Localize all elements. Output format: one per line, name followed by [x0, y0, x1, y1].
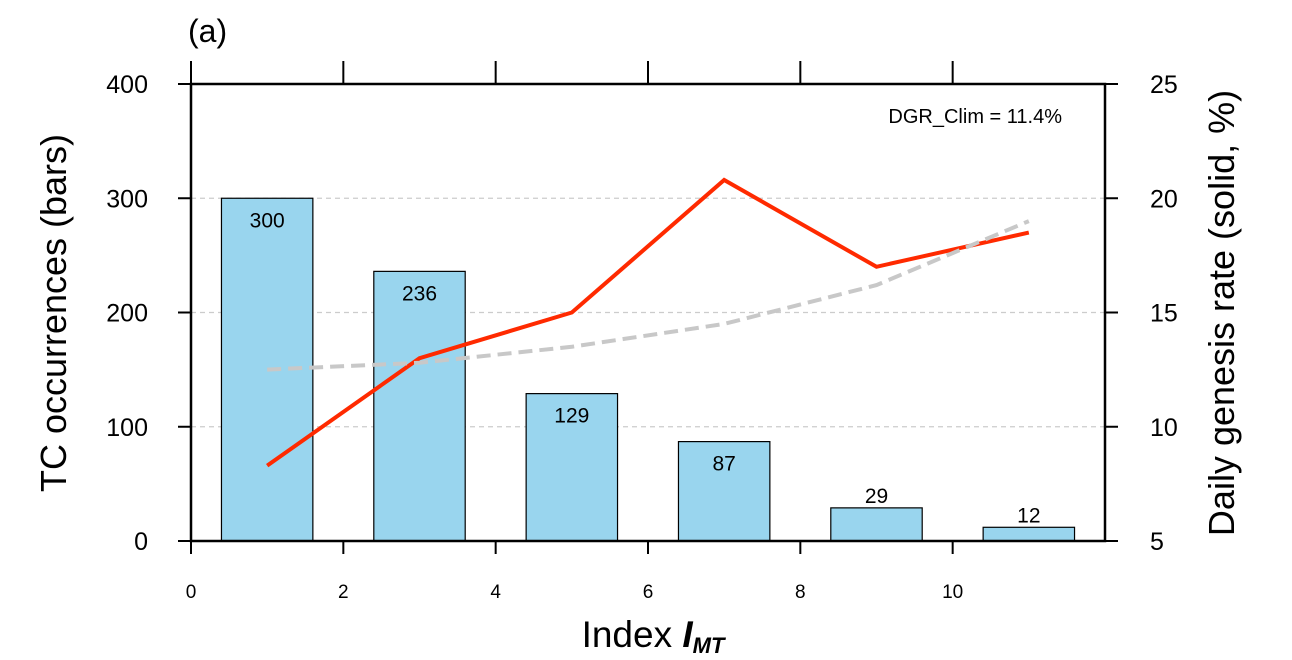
bar: [373, 270, 466, 542]
solid-series-line: [266, 177, 1030, 468]
x-tick-label: 10: [942, 582, 963, 603]
bar: [830, 507, 923, 542]
series-lines: [266, 177, 1030, 468]
x-tick-label: 4: [490, 582, 501, 603]
x-axis-label: Index IMT: [582, 614, 726, 658]
bar-value-label: 236: [402, 282, 437, 305]
y-tick-label-right: 5: [1150, 528, 1164, 556]
bar: [677, 441, 771, 542]
dashed-series-line: [267, 219, 1030, 372]
bar-value-label: 129: [554, 405, 589, 428]
bar-value-label: 87: [712, 453, 735, 476]
bar-value-label: 29: [865, 485, 888, 508]
y-tick-label-right: 20: [1150, 185, 1178, 213]
y-tick-label-right: 25: [1150, 71, 1178, 99]
bars: 300 236 129 87 29 12: [220, 197, 1076, 542]
y-tick-label-left: 400: [106, 71, 148, 99]
y-axis-left-label: TC occurrences (bars): [33, 134, 74, 492]
y-tick-label-left: 0: [134, 528, 148, 556]
y-axis-right-label: Daily genesis rate (solid, %): [1201, 90, 1242, 536]
y-tick-label-right: 15: [1150, 300, 1178, 328]
bar-value-label: 12: [1017, 504, 1040, 527]
bar: [525, 393, 619, 542]
bar: [982, 526, 1076, 542]
x-tick-label: 2: [338, 582, 349, 603]
y-tick-label-left: 300: [106, 185, 148, 213]
gridlines: [191, 197, 1105, 428]
x-tick-label: 6: [643, 582, 654, 603]
x-axis-label-subscript: MT: [693, 633, 726, 658]
y-tick-label-right: 10: [1150, 414, 1178, 442]
bar-value-label: 300: [250, 209, 285, 232]
y-tick-label-left: 100: [106, 414, 148, 442]
x-tick-label: 0: [186, 582, 197, 603]
panel-label: (a): [188, 13, 227, 49]
dgr-clim-annotation: DGR_Clim = 11.4%: [888, 106, 1062, 128]
x-axis-label-symbol: I: [682, 614, 693, 655]
x-axis-label-main: Index: [582, 614, 683, 655]
y-tick-label-left: 200: [106, 300, 148, 328]
x-tick-label: 8: [795, 582, 806, 603]
